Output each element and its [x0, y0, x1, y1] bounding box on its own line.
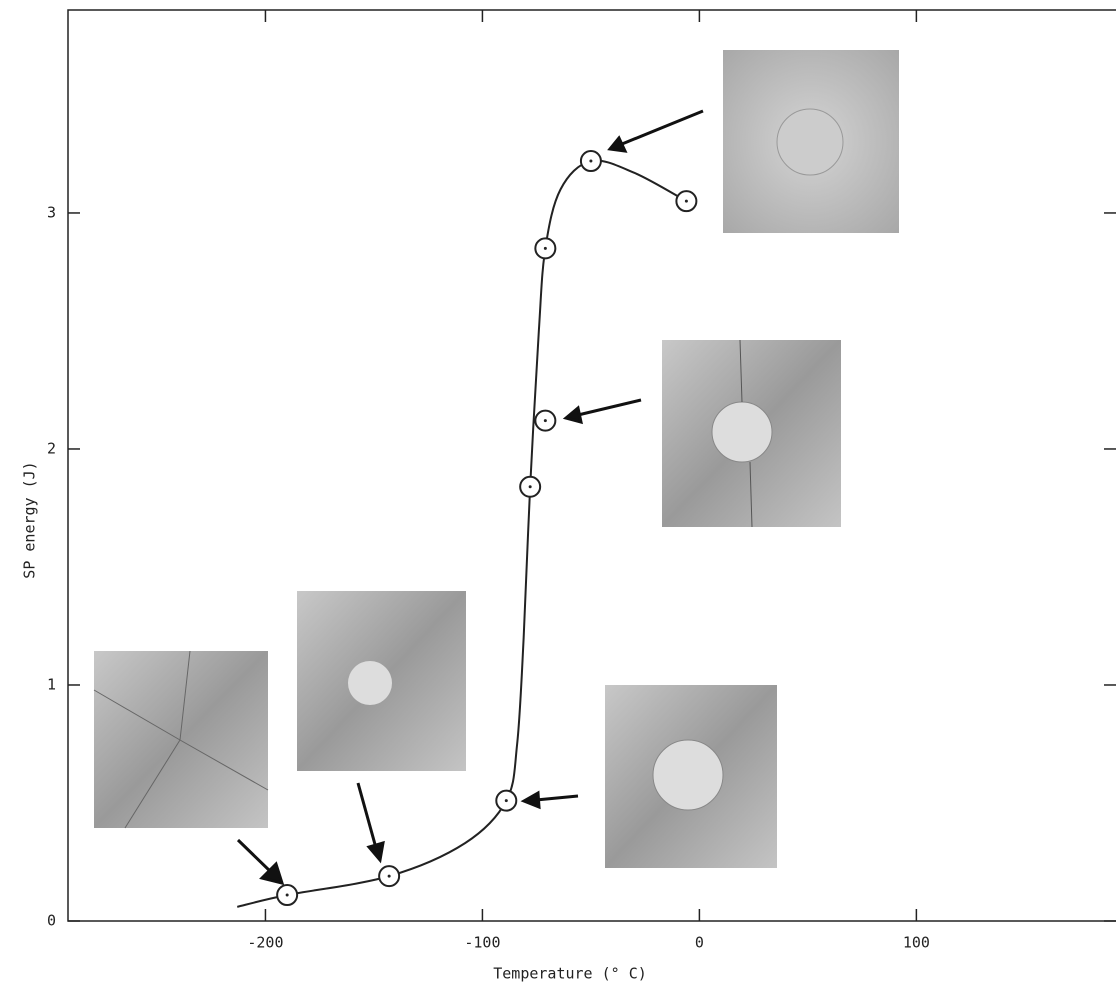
- arrow: [356, 782, 378, 849]
- impact: [348, 661, 392, 705]
- impact: [652, 739, 724, 811]
- arrow-head: [562, 405, 583, 425]
- data-point-dot: [543, 246, 547, 250]
- y-axis-label: SP energy (J): [21, 461, 39, 578]
- arrows: [236, 109, 704, 886]
- photo: [94, 651, 268, 828]
- photos: [93, 50, 899, 868]
- y-tick-label: 3: [47, 203, 56, 221]
- data-point-dot: [285, 893, 289, 897]
- data-point-dot: [504, 799, 508, 803]
- x-tick-label: 0: [695, 934, 704, 952]
- impact: [776, 108, 844, 176]
- x-tick-label: 100: [903, 934, 930, 952]
- x-tick-label: -200: [247, 934, 283, 952]
- y-tick-label: 2: [47, 439, 56, 457]
- arrow: [236, 838, 274, 875]
- plot-frame: [67, 9, 1116, 922]
- data-point-dot: [684, 199, 688, 203]
- data-point-dot: [528, 485, 532, 489]
- x-tick-label: -100: [464, 934, 500, 952]
- y-tick-label: 0: [47, 912, 56, 930]
- arrow: [535, 794, 579, 802]
- x-axis-label: Temperature (° C): [493, 965, 647, 983]
- arrow: [621, 109, 704, 146]
- data-point-dot: [543, 419, 547, 423]
- arrow-head: [366, 840, 385, 864]
- arrow: [577, 398, 642, 417]
- arrow-head: [259, 861, 285, 886]
- data-point-dot: [589, 159, 593, 163]
- crack: [739, 339, 753, 528]
- data-point-dot: [387, 874, 391, 878]
- impact: [711, 401, 773, 463]
- crack: [93, 650, 269, 829]
- arrow-head: [520, 790, 541, 810]
- y-tick-label: 1: [47, 675, 56, 693]
- arrow-head: [607, 135, 628, 153]
